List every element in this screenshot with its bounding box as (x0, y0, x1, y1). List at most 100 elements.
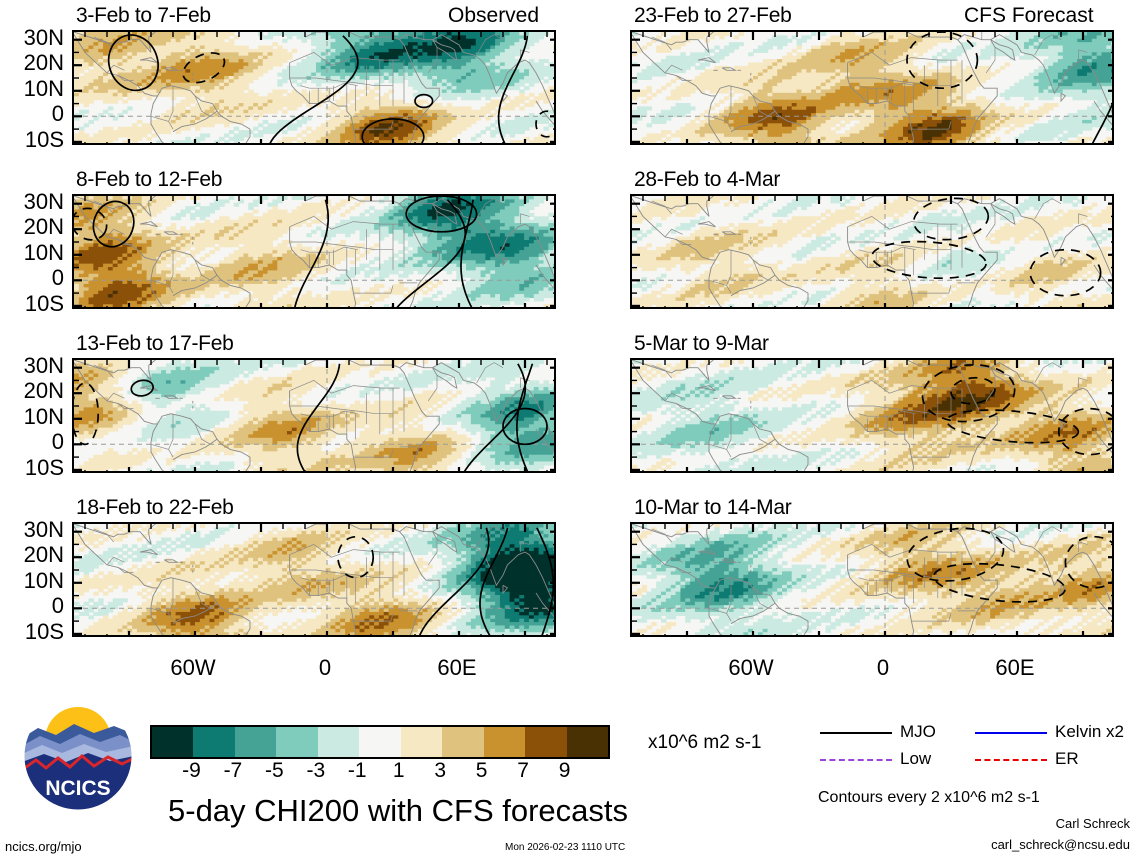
map-panel-left-1 (72, 30, 556, 145)
y-tick-label: 10N (23, 403, 64, 429)
coastlines (74, 360, 554, 471)
legend-label-er: ER (1055, 749, 1079, 768)
coastlines (632, 32, 1112, 143)
ncics-logo: NCICS (22, 700, 134, 812)
legend-swatch-kelvin-x2 (975, 732, 1047, 734)
y-tick-label: 0 (51, 265, 64, 291)
forecast-column-label: CFS Forecast (964, 4, 1094, 27)
y-tick-label: 20N (23, 50, 64, 76)
y-tick-label: 30N (23, 352, 64, 378)
anomaly-field (632, 32, 1112, 143)
colorbar-tick-label: 9 (558, 759, 571, 782)
map-svg (74, 32, 554, 143)
colorbar-swatch (566, 727, 608, 757)
anomaly-field (632, 196, 1112, 307)
coastlines (632, 360, 1112, 471)
y-tick-label: 10S (24, 290, 64, 316)
legend-label-mjo: MJO (900, 722, 936, 741)
axis-ticks (632, 32, 1112, 143)
panel-title-right-4: 10-Mar to 14-Mar (634, 496, 792, 519)
x-tick-label: 0 (876, 655, 890, 680)
y-tick-label: 0 (51, 593, 64, 619)
mjo-contours (74, 196, 478, 307)
mjo-contours (906, 32, 1112, 143)
reference-lines (74, 196, 554, 307)
coastlines (74, 196, 554, 307)
map-panel-right-2 (630, 194, 1114, 309)
map-svg (74, 524, 554, 635)
colorbar-tick-label: -9 (182, 759, 201, 782)
colorbar-swatch (525, 727, 567, 757)
colorbar-tick-label: -7 (223, 759, 243, 782)
map-panel-right-3 (630, 358, 1114, 473)
coastlines (632, 524, 1112, 635)
mjo-contours (871, 197, 1102, 297)
axis-ticks (74, 32, 554, 143)
colorbar-swatch (359, 727, 401, 757)
colorbar-swatch (276, 727, 318, 757)
map-panel-left-4 (72, 522, 556, 637)
legend-label-kelvin-x2: Kelvin x2 (1055, 722, 1124, 741)
author-email[interactable]: carl_schreck@ncsu.edu (991, 837, 1130, 852)
colorbar-swatch (152, 727, 194, 757)
x-tick-label: 60W (170, 655, 216, 680)
ncics-logo-svg: NCICS (23, 701, 133, 811)
panel-title-right-3: 5-Mar to 9-Mar (634, 332, 769, 355)
y-tick-label: 10S (24, 618, 64, 644)
colorbar-swatch (400, 727, 443, 757)
page-title: 5-day CHI200 with CFS forecasts (168, 793, 629, 828)
map-svg (632, 360, 1112, 471)
map-svg (74, 360, 554, 471)
panel-title-left-3: 13-Feb to 17-Feb (76, 332, 234, 355)
y-tick-label: 30N (23, 24, 64, 50)
y-tick-label: 10S (24, 454, 64, 480)
colorbar-swatch (483, 727, 526, 757)
reference-lines (632, 32, 1112, 143)
reference-lines (632, 524, 1112, 635)
site-url[interactable]: ncics.org/mjo (5, 839, 82, 854)
reference-lines (632, 360, 1112, 471)
colorbar-swatch (317, 727, 360, 757)
y-tick-label: 10N (23, 75, 64, 101)
y-tick-label: 10N (23, 239, 64, 265)
legend-swatch-low (820, 759, 892, 761)
panel-title-left-2: 8-Feb to 12-Feb (76, 168, 223, 191)
anomaly-field (74, 196, 554, 307)
colorbar-tick-label: -3 (306, 759, 326, 782)
legend-swatch-er (975, 759, 1047, 761)
map-panel-left-3 (72, 358, 556, 473)
panel-title-right-2: 28-Feb to 4-Mar (634, 168, 781, 191)
y-tick-label: 30N (23, 516, 64, 542)
axis-ticks (632, 196, 1112, 307)
contour-interval-note: Contours every 2 x10^6 m2 s-1 (818, 789, 1040, 806)
colorbar-tick-label: -5 (265, 759, 284, 782)
observed-column-label: Observed (448, 4, 540, 27)
mjo-contours (337, 527, 554, 635)
legend-label-low: Low (900, 749, 932, 768)
coastlines (632, 196, 1112, 307)
colorbar-tick-label: -1 (347, 759, 367, 782)
y-tick-label: 20N (23, 378, 64, 404)
map-panel-right-1 (630, 30, 1114, 145)
axis-ticks (74, 196, 554, 307)
map-svg (632, 524, 1112, 635)
mjo-contours (74, 363, 548, 471)
legend-swatch-mjo (820, 732, 892, 734)
y-tick-label: 10S (24, 126, 64, 152)
axis-ticks (632, 524, 1112, 635)
y-tick-label: 0 (51, 429, 64, 455)
map-panel-left-2 (72, 194, 556, 309)
mjo-contours (921, 363, 1112, 456)
colorbar-tick-label: 5 (475, 759, 488, 782)
x-tick-label: 60E (437, 655, 477, 680)
colorbar-unit-label: x10^6 m2 s-1 (648, 732, 762, 753)
reference-lines (632, 196, 1112, 307)
axis-ticks (632, 360, 1112, 471)
x-tick-label: 0 (318, 655, 332, 680)
reference-lines (74, 524, 554, 635)
map-svg (74, 196, 554, 307)
axis-ticks (74, 360, 554, 471)
y-tick-label: 20N (23, 542, 64, 568)
colorbar-tick-label: 3 (434, 759, 447, 782)
axis-ticks (74, 524, 554, 635)
